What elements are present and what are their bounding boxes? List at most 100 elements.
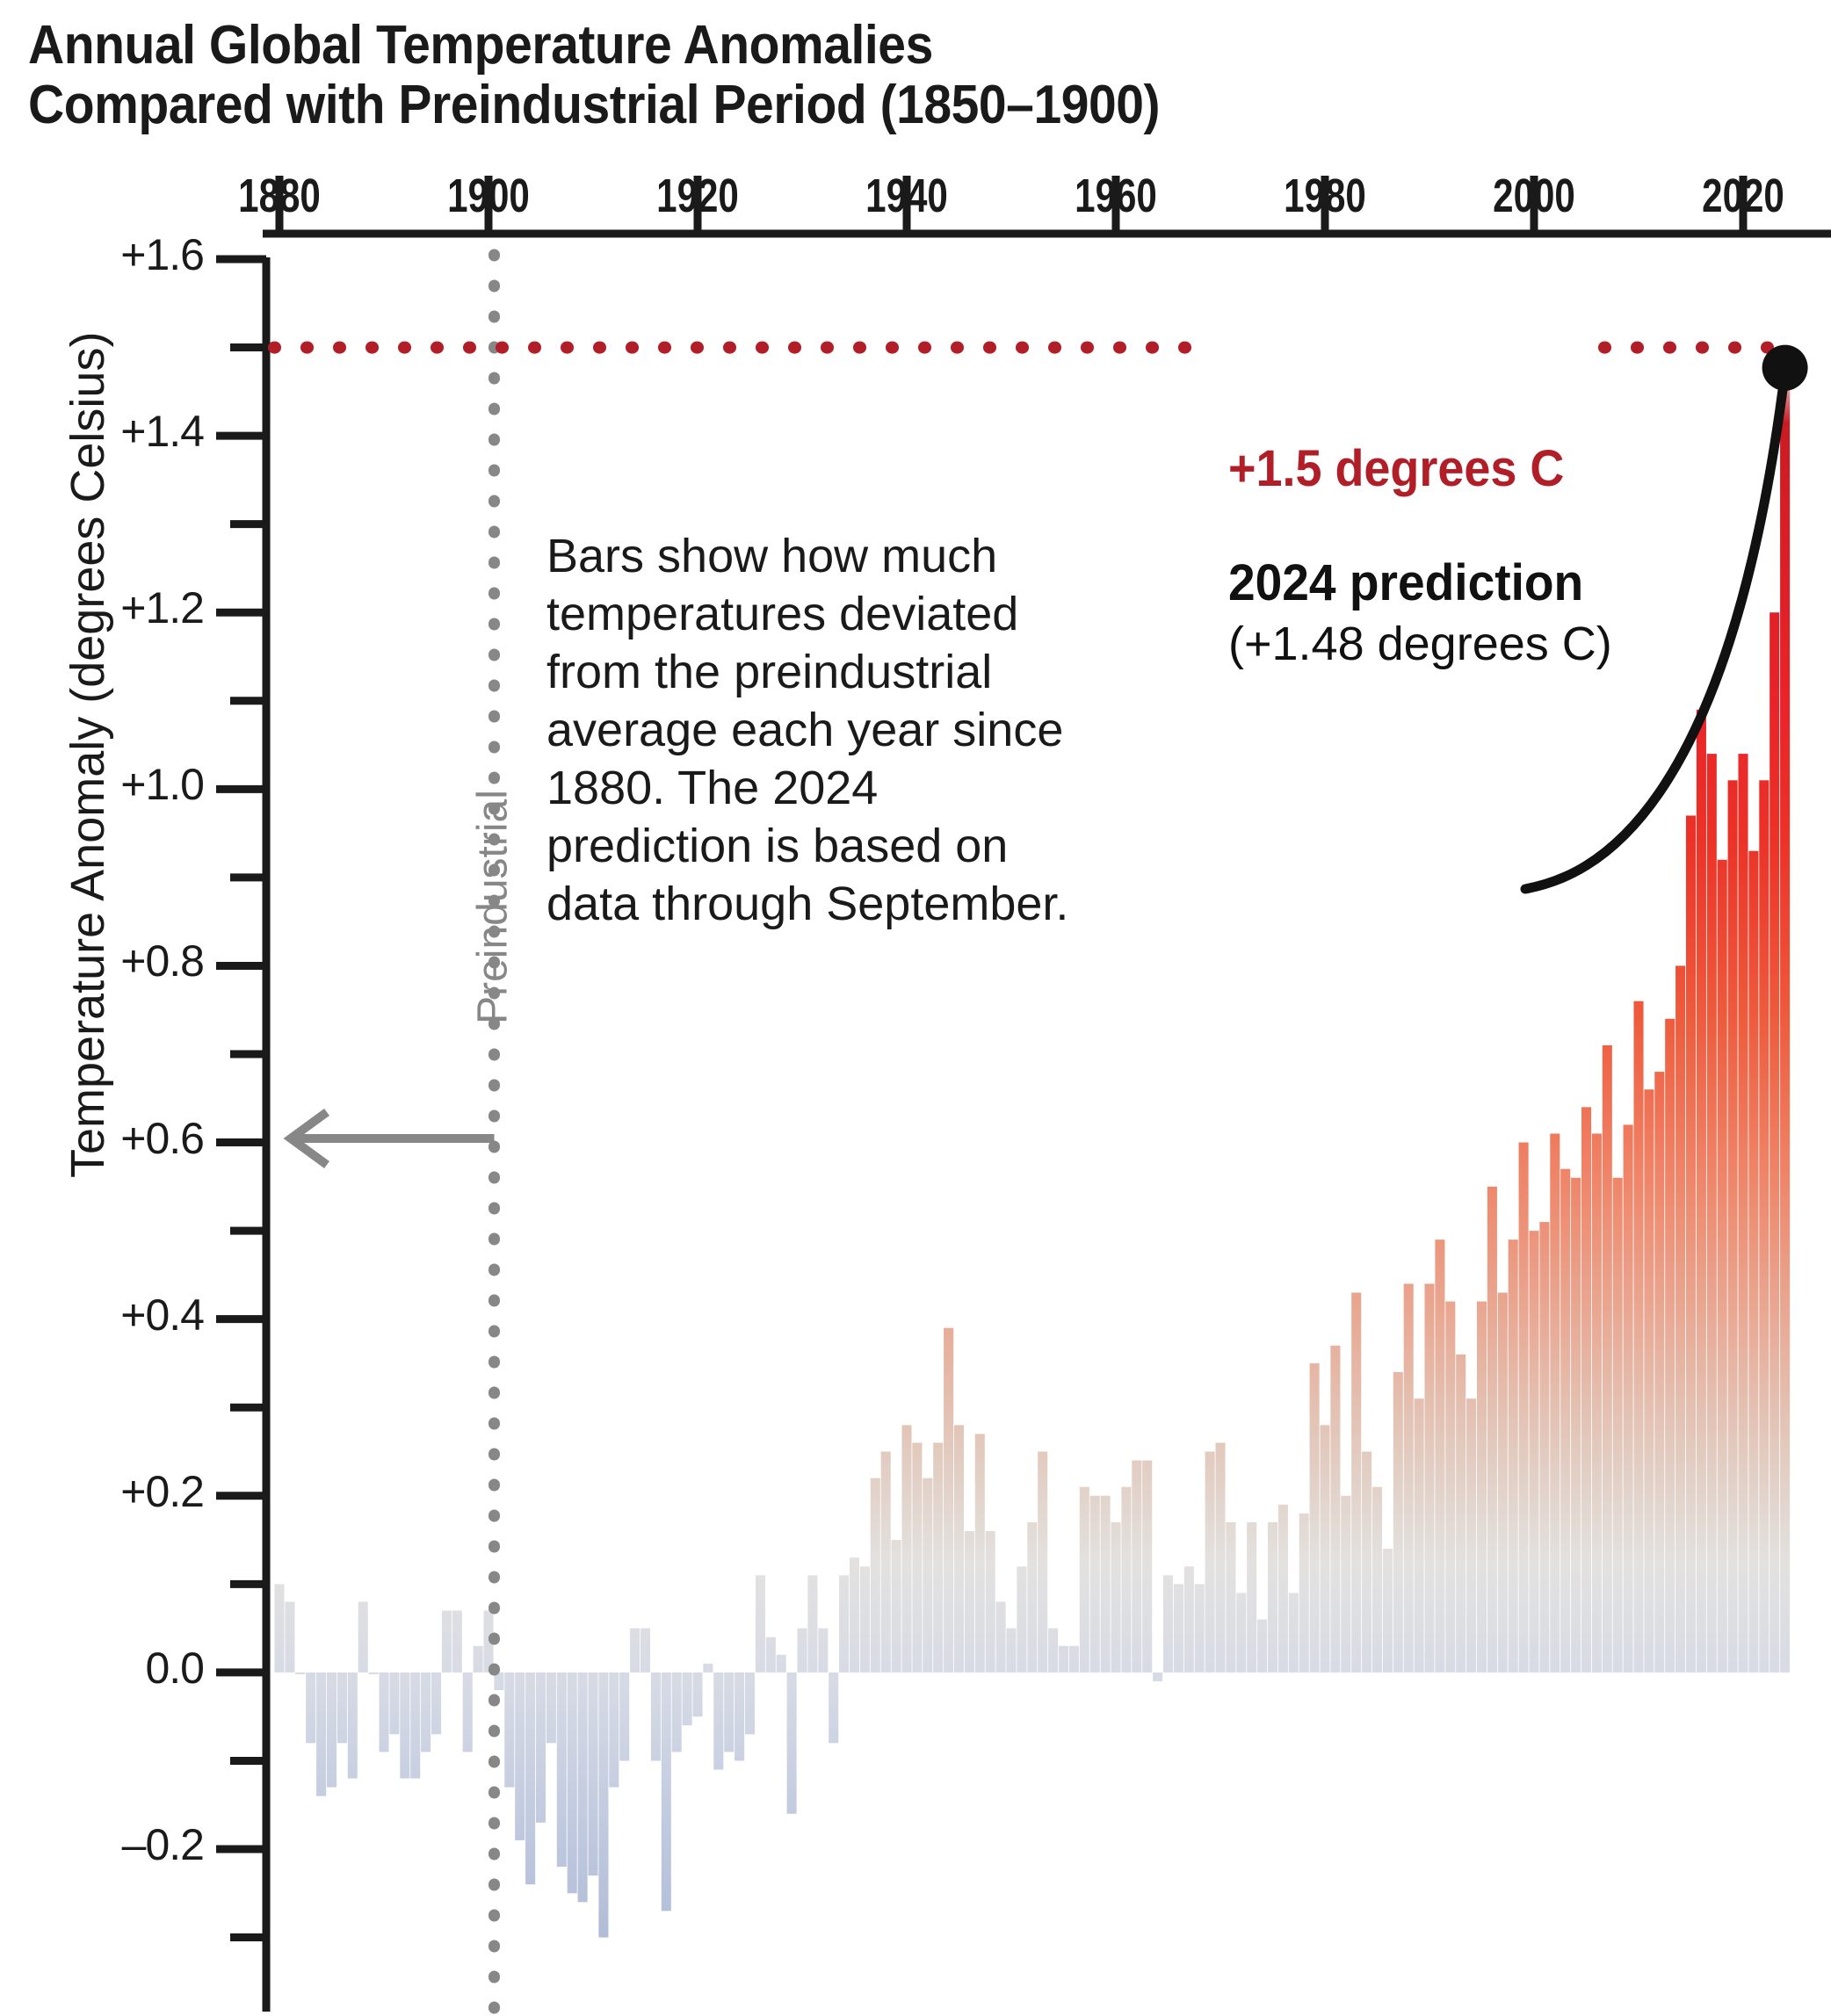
bar (1330, 1345, 1341, 1673)
bar (1236, 1593, 1247, 1673)
x-tick-label-2000: 2000 (1493, 170, 1575, 222)
bar (1759, 780, 1769, 1673)
bar (901, 1425, 912, 1673)
bar (1226, 1521, 1236, 1673)
x-tick-label-2020: 2020 (1702, 170, 1784, 222)
y-tick-label: +0.6 (120, 1113, 205, 1163)
preindustrial-label: Preindustrial (469, 790, 517, 1024)
bar (379, 1672, 389, 1752)
bar (274, 1584, 285, 1673)
x-tick-label-1900: 1900 (447, 170, 530, 222)
bar (1267, 1521, 1278, 1673)
bar (1476, 1301, 1487, 1673)
bar (1696, 709, 1706, 1673)
bar (567, 1672, 577, 1894)
bar (431, 1672, 442, 1735)
bar (1424, 1283, 1435, 1673)
bar (765, 1637, 776, 1673)
bar (661, 1672, 671, 1911)
title-line-2: Compared with Preindustrial Period (1850… (28, 75, 1161, 135)
y-tick-label: +0.4 (120, 1290, 205, 1340)
bar (577, 1672, 588, 1903)
bar (1466, 1398, 1477, 1673)
bar (1706, 754, 1717, 1673)
bar (1717, 859, 1727, 1673)
bar (515, 1672, 525, 1840)
bar (1320, 1425, 1330, 1673)
bar (535, 1672, 546, 1823)
bar (1362, 1451, 1372, 1673)
y-axis-ticks (216, 255, 266, 1942)
y-tick-label: –0.2 (121, 1820, 205, 1869)
bar (1371, 1486, 1383, 1673)
bar (1121, 1486, 1132, 1673)
bar (1623, 1124, 1633, 1673)
bar (1435, 1239, 1445, 1673)
bar (619, 1672, 630, 1761)
bar (1153, 1672, 1163, 1681)
bar (494, 1672, 504, 1690)
bar (1183, 1566, 1194, 1673)
x-axis-ticks (275, 176, 1748, 234)
bar (1539, 1222, 1550, 1673)
bar (441, 1610, 452, 1673)
bar (923, 1478, 933, 1673)
bar (473, 1645, 483, 1673)
bar (1456, 1354, 1466, 1673)
bar (1299, 1513, 1309, 1673)
bar (953, 1425, 965, 1673)
bar (776, 1654, 786, 1673)
bar (1780, 365, 1791, 1673)
x-tick-label-1920: 1920 (656, 170, 739, 222)
bar (483, 1610, 494, 1673)
bar (859, 1566, 870, 1673)
y-tick-label: +1.6 (120, 230, 205, 279)
chart-description-note: Bars show how much temperatures deviated… (546, 530, 1069, 930)
bar (1445, 1301, 1456, 1673)
bar (1341, 1495, 1351, 1673)
bar (964, 1531, 974, 1673)
bar (692, 1672, 703, 1717)
bar (786, 1672, 797, 1814)
bar (1727, 780, 1738, 1673)
bar (1393, 1372, 1403, 1673)
bar (1100, 1495, 1111, 1673)
bar (1247, 1521, 1257, 1673)
page-title: Annual Global Temperature Anomalies Comp… (28, 16, 1803, 135)
bar (1560, 1168, 1571, 1673)
y-tick-label: +1.0 (120, 760, 205, 810)
bar (1351, 1292, 1362, 1673)
y-tick-label: +0.2 (120, 1466, 205, 1516)
bar (316, 1672, 327, 1796)
bar (1058, 1645, 1069, 1673)
bar (1309, 1362, 1320, 1673)
bar (724, 1672, 735, 1752)
bar (1581, 1107, 1592, 1673)
bar (1017, 1566, 1027, 1673)
bar (1038, 1451, 1048, 1673)
bar (1089, 1495, 1100, 1673)
bar (1257, 1619, 1268, 1673)
x-tick-label-1880: 1880 (238, 170, 321, 222)
bar (1487, 1186, 1497, 1673)
y-tick-label: +1.2 (120, 583, 205, 633)
bar (1414, 1398, 1424, 1673)
y-tick-label: +1.4 (120, 407, 205, 457)
bar (1644, 1089, 1654, 1673)
bar (1027, 1521, 1038, 1673)
bar (735, 1672, 745, 1761)
bar (1162, 1575, 1174, 1673)
bar (1277, 1504, 1288, 1673)
bar (1215, 1442, 1226, 1673)
bar (807, 1575, 818, 1673)
bar (1591, 1133, 1602, 1673)
bar (1571, 1177, 1581, 1673)
bar (1518, 1142, 1529, 1673)
prediction-callout: 2024 prediction (+1.48 degrees C) (1228, 555, 1720, 671)
bar (1079, 1486, 1089, 1673)
y-tick-label: +0.8 (120, 936, 205, 986)
bar (598, 1672, 609, 1938)
callout-leader-line (1520, 367, 1791, 894)
bar (1048, 1628, 1059, 1673)
